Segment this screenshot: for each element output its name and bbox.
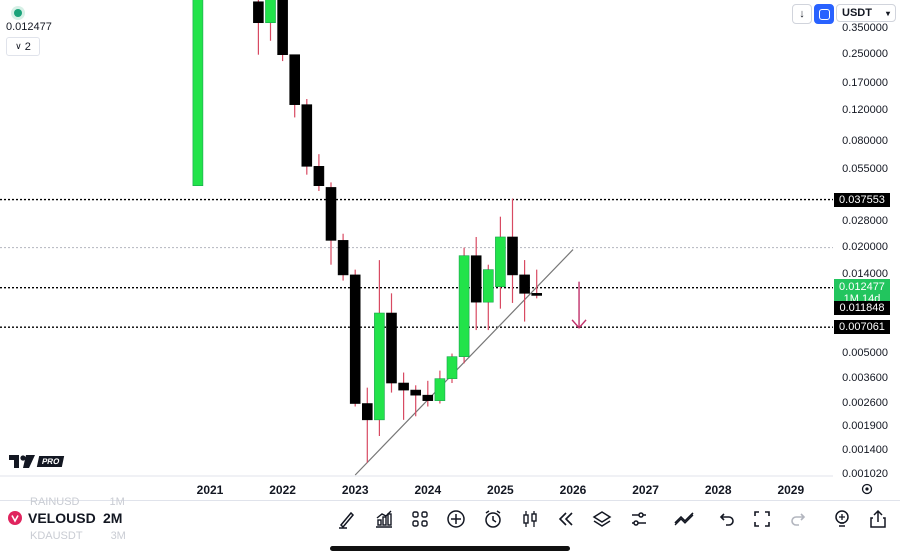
candle-body [531,293,543,296]
replay-icon[interactable] [554,508,578,530]
chevron-down-icon: ▾ [885,8,890,18]
logo-mark-icon [9,455,35,468]
price-tick-label: 0.080000 [842,134,888,147]
ghost-symbol-below-interval: 3M [110,530,126,542]
candle-body [289,54,301,105]
chevron-down-icon: ∨ [15,41,22,51]
candle-body [386,312,397,384]
symbol-logo-icon [8,511,22,525]
candle-body [422,394,434,401]
ghost-symbol-above-interval: 1M [109,496,125,508]
arrow-down-icon: ↓ [799,8,805,20]
fullscreen-icon[interactable] [750,508,774,530]
time-tick-label: 2023 [341,483,369,497]
candle-body [458,255,470,357]
currency-select[interactable]: USDT ▾ [836,4,896,22]
time-tick-label: 2025 [487,483,514,497]
price-tick-label: 0.028000 [842,214,888,227]
draw-icon[interactable] [335,508,359,530]
settings-icon[interactable] [627,508,651,530]
candle-body [519,274,530,294]
candle-body [398,382,409,391]
level-mid-price-label: 0.011848 [834,301,890,315]
home-indicator [330,546,570,551]
price-tick-label: 0.014000 [842,267,888,280]
time-tick-label: 2027 [632,483,659,497]
add-icon[interactable] [444,508,468,530]
symbol-selector[interactable]: VELOUSD [8,510,96,526]
indicators-icon[interactable] [372,508,396,530]
candle-body [349,274,361,404]
candle-body [361,403,373,421]
time-tick-label: 2028 [704,483,732,497]
candle-body [265,0,276,24]
price-tick-label: 0.250000 [842,47,888,60]
market-status-icon [11,6,25,20]
price-tick-label: 0.001020 [842,468,888,480]
candle-body [337,240,349,276]
price-tick-label: 0.055000 [842,163,888,176]
candle-body [253,1,264,24]
layers-icon[interactable] [590,508,614,530]
ghost-symbol-above-name: RAINUSD [30,496,80,508]
candle-body [301,104,313,167]
price-tick-label: 0.001900 [842,420,888,433]
axis-settings-icon[interactable] [860,482,874,496]
price-tick-label: 0.170000 [842,77,888,90]
auto-scale-icon [818,8,830,20]
candle-body [446,356,458,379]
interval-selector[interactable]: 2M [103,510,123,526]
indicator-count: 2 [24,40,31,53]
candle-body [325,187,337,241]
templates-icon[interactable] [408,508,432,530]
candle-body [495,236,506,287]
price-tick-label: 0.020000 [842,240,888,253]
ghost-symbol-above: RAINUSD 1M [30,496,125,508]
auto-scale-button[interactable] [814,4,834,24]
current-price-value: 0.012477 [839,281,885,293]
level-high-price-label: 0.037553 [834,193,890,207]
ideas-icon[interactable] [830,508,854,530]
redo-icon[interactable] [787,508,811,530]
collapse-indicators-button[interactable]: ∨ 2 [6,37,40,56]
time-tick-label: 2024 [414,483,442,497]
ghost-symbol-below-name: KDAUSDT [30,530,83,542]
level-low-price-label: 0.007061 [834,320,890,334]
ghost-symbol-below: KDAUSDT 3M [30,530,126,542]
projection-arrow-head [571,319,587,329]
price-tick-label: 0.350000 [842,22,888,34]
undo-icon[interactable] [714,508,738,530]
time-tick-label: 2022 [269,483,296,497]
price-tick-label: 0.003600 [842,371,888,384]
candle-body [313,166,325,187]
candles-icon[interactable] [518,508,542,530]
price-tick-label: 0.005000 [842,346,888,359]
price-tick-label: 0.001400 [842,443,888,456]
price-tick-label: 0.120000 [842,103,888,116]
scroll-down-button[interactable]: ↓ [792,4,812,24]
compare-icon[interactable] [672,508,696,530]
tradingview-logo: PRO [9,455,65,468]
candle-body [277,0,288,56]
logo-pro-badge: PRO [36,456,65,467]
price-tick-label: 0.002600 [842,396,888,409]
candle-body [192,0,204,187]
candle-body [482,269,494,303]
price-chart[interactable] [0,0,900,500]
candle-body [410,389,422,396]
share-icon[interactable] [866,508,890,530]
time-tick-label: 2029 [777,483,805,497]
candle-body [470,255,482,303]
time-tick-label: 2021 [196,483,224,497]
time-tick-label: 2026 [559,483,587,497]
currency-label: USDT [842,7,872,19]
last-price-label: 0.012477 [6,21,52,33]
candle-body [434,378,446,401]
candle-body [507,236,518,276]
alert-icon[interactable] [481,508,505,530]
symbol-name: VELOUSD [28,510,96,526]
candle-body [374,312,385,421]
